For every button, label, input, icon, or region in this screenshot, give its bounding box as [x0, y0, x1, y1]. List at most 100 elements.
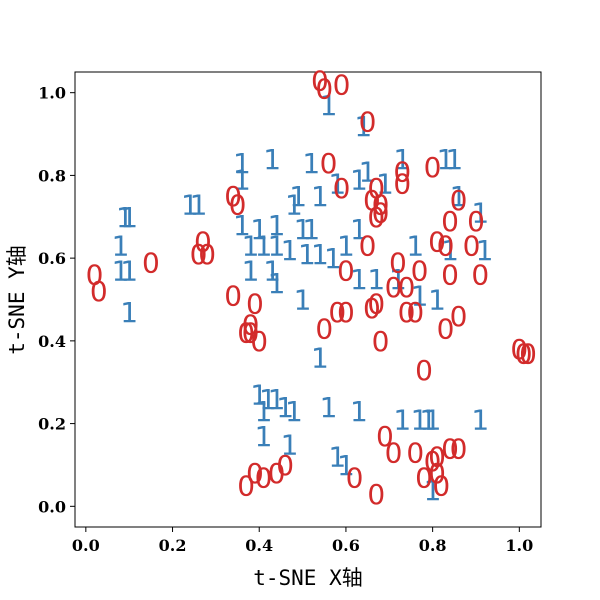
- x-tick-label: 0.2: [159, 536, 187, 555]
- point-digit-one: 1: [181, 188, 199, 221]
- point-digit-one: 1: [255, 420, 273, 453]
- point-digit-one: 1: [255, 230, 273, 263]
- point-digit-one: 1: [285, 188, 303, 221]
- point-digit-one: 1: [250, 213, 268, 246]
- point-digit-one: 1: [281, 234, 299, 267]
- point-digit-one: 1: [476, 234, 494, 267]
- y-tick-label: 0.8: [38, 166, 66, 185]
- point-digit-zero: 0: [450, 184, 468, 217]
- point-digit-zero: 0: [246, 288, 264, 321]
- x-axis-ticks: 0.0 0.2 0.4 0.6 0.8 1.0: [72, 527, 533, 555]
- point-digit-zero: 0: [428, 441, 446, 474]
- point-digit-one: 1: [259, 383, 277, 416]
- point-digit-one: 1: [120, 201, 138, 234]
- point-digit-zero: 0: [86, 259, 104, 292]
- point-digit-one: 1: [424, 474, 442, 507]
- point-digit-one: 1: [120, 255, 138, 288]
- point-digit-one: 1: [350, 263, 368, 296]
- point-digit-zero: 0: [276, 449, 294, 482]
- y-tick-label: 0.2: [38, 415, 66, 434]
- point-digit-one: 1: [242, 230, 260, 263]
- point-digit-one: 1: [471, 197, 489, 230]
- point-digit-one: 1: [393, 404, 411, 437]
- point-digit-zero: 0: [406, 296, 424, 329]
- point-digit-one: 1: [359, 155, 377, 188]
- point-digit-zero: 0: [385, 271, 403, 304]
- point-digit-one: 1: [320, 89, 338, 122]
- point-digit-zero: 0: [367, 201, 385, 234]
- point-digit-zero: 0: [428, 226, 446, 259]
- point-digit-zero: 0: [359, 230, 377, 263]
- point-digit-one: 1: [302, 213, 320, 246]
- point-digit-one: 1: [393, 143, 411, 176]
- point-digit-zero: 0: [320, 147, 338, 180]
- point-digit-one: 1: [437, 143, 455, 176]
- point-digit-one: 1: [233, 209, 251, 242]
- point-digit-zero: 0: [237, 470, 255, 503]
- point-digit-zero: 0: [359, 106, 377, 139]
- point-digit-zero: 0: [224, 180, 242, 213]
- point-digit-zero: 0: [90, 275, 108, 308]
- point-digit-zero: 0: [411, 255, 429, 288]
- point-digit-zero: 0: [471, 259, 489, 292]
- point-digit-one: 1: [281, 428, 299, 461]
- point-digit-zero: 0: [437, 230, 455, 263]
- x-tick-label: 0.8: [419, 536, 447, 555]
- point-digit-zero: 0: [424, 151, 442, 184]
- point-digit-one: 1: [302, 147, 320, 180]
- point-digit-one: 1: [233, 164, 251, 197]
- point-digit-zero: 0: [242, 317, 260, 350]
- point-digit-one: 1: [337, 449, 355, 482]
- point-digit-zero: 0: [463, 230, 481, 263]
- point-digit-one: 1: [112, 230, 130, 263]
- point-digit-one: 1: [250, 379, 268, 412]
- point-digit-zero: 0: [510, 333, 528, 366]
- point-digit-zero: 0: [393, 155, 411, 188]
- point-digit-one: 1: [242, 255, 260, 288]
- point-digit-one: 1: [445, 143, 463, 176]
- point-digit-one: 1: [120, 296, 138, 329]
- point-digit-zero: 0: [311, 64, 329, 97]
- point-digit-one: 1: [328, 168, 346, 201]
- point-digit-zero: 0: [250, 325, 268, 358]
- point-digit-zero: 0: [519, 337, 537, 370]
- point-digit-zero: 0: [337, 255, 355, 288]
- point-digit-zero: 0: [372, 197, 390, 230]
- plot-area: [74, 71, 542, 528]
- point-digit-zero: 0: [367, 172, 385, 205]
- point-digit-zero: 0: [268, 457, 286, 490]
- point-digit-zero: 0: [229, 188, 247, 221]
- point-digit-one: 1: [116, 201, 134, 234]
- point-digit-one: 1: [263, 143, 281, 176]
- x-tick-label: 1.0: [505, 536, 533, 555]
- point-digit-zero: 0: [450, 432, 468, 465]
- point-digit-one: 1: [298, 238, 316, 271]
- point-digit-one: 1: [268, 230, 286, 263]
- point-digit-one: 1: [268, 267, 286, 300]
- y-tick-label: 1.0: [38, 84, 66, 103]
- x-tick-label: 0.6: [332, 536, 360, 555]
- point-digit-one: 1: [268, 209, 286, 242]
- point-digit-zero: 0: [437, 313, 455, 346]
- point-digit-one: 1: [376, 168, 394, 201]
- point-digit-one: 1: [389, 263, 407, 296]
- point-digit-one: 1: [419, 404, 437, 437]
- point-digit-one: 1: [328, 441, 346, 474]
- point-digit-zero: 0: [372, 188, 390, 221]
- point-digit-zero: 0: [372, 325, 390, 358]
- x-tick-label: 0.4: [245, 536, 273, 555]
- point-digit-one: 1: [411, 404, 429, 437]
- point-digit-one: 1: [190, 188, 208, 221]
- point-digit-zero: 0: [441, 205, 459, 238]
- point-digit-zero: 0: [367, 288, 385, 321]
- point-digit-zero: 0: [415, 461, 433, 494]
- point-digit-zero: 0: [333, 172, 351, 205]
- point-digit-one: 1: [471, 404, 489, 437]
- point-digit-one: 1: [285, 395, 303, 428]
- point-digit-one: 1: [311, 180, 329, 213]
- point-digit-one: 1: [289, 180, 307, 213]
- y-axis-ticks: 0.0 0.2 0.4 0.6 0.8 1.0: [38, 84, 75, 516]
- point-digit-one: 1: [350, 213, 368, 246]
- point-digit-one: 1: [367, 263, 385, 296]
- point-digit-zero: 0: [367, 478, 385, 511]
